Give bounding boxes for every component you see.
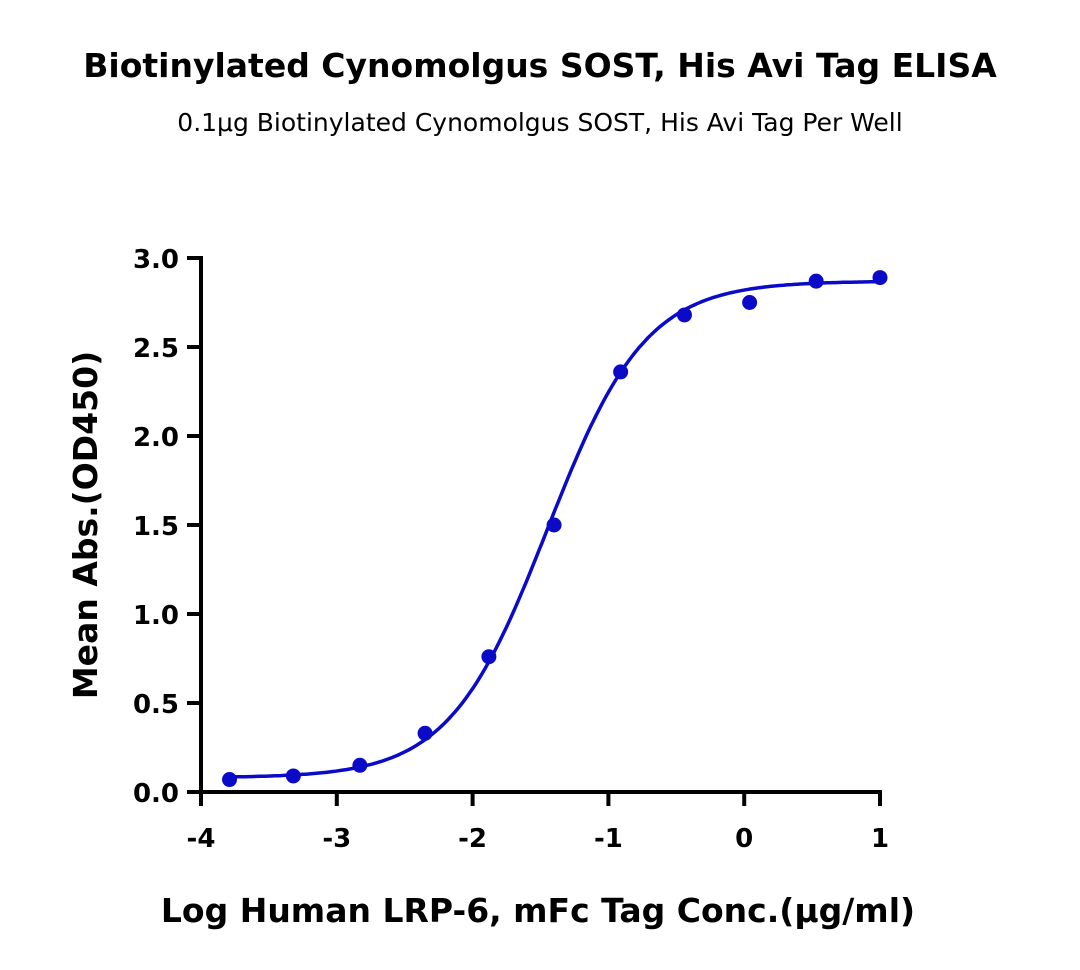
data-point xyxy=(417,725,433,741)
data-point xyxy=(742,295,758,310)
y-tick-label: 2.0 xyxy=(133,423,179,453)
chart-title: Biotinylated Cynomolgus SOST, His Avi Ta… xyxy=(83,46,997,85)
y-tick-label: 1.0 xyxy=(133,601,179,631)
y-axis-label: Mean Abs.(OD450) xyxy=(66,351,105,699)
fit-curve xyxy=(229,279,879,779)
y-tick-label: 1.5 xyxy=(133,512,179,542)
data-point xyxy=(808,273,824,289)
chart-subtitle: 0.1μg Biotinylated Cynomolgus SOST, His … xyxy=(177,108,903,137)
data-point xyxy=(285,768,301,784)
data-point xyxy=(676,307,692,323)
x-axis-label: Log Human LRP-6, mFc Tag Conc.(μg/ml) xyxy=(161,891,915,930)
x-tick-label: -3 xyxy=(322,824,351,854)
data-point xyxy=(222,772,238,788)
x-tick-label: 1 xyxy=(871,824,889,854)
x-tick-label: -1 xyxy=(594,824,623,854)
x-tick-label: 0 xyxy=(735,824,753,854)
x-tick-label: -4 xyxy=(187,824,216,854)
data-point xyxy=(481,649,497,665)
data-point xyxy=(613,364,629,380)
y-tick-label: 3.0 xyxy=(133,245,179,275)
x-tick-label: -2 xyxy=(458,824,487,854)
y-tick-label: 0.5 xyxy=(133,690,179,720)
y-tick-label: 0.0 xyxy=(133,779,179,809)
data-point xyxy=(352,757,368,773)
data-point xyxy=(546,517,562,533)
y-tick-label: 2.5 xyxy=(133,334,179,364)
data-point xyxy=(872,270,888,286)
